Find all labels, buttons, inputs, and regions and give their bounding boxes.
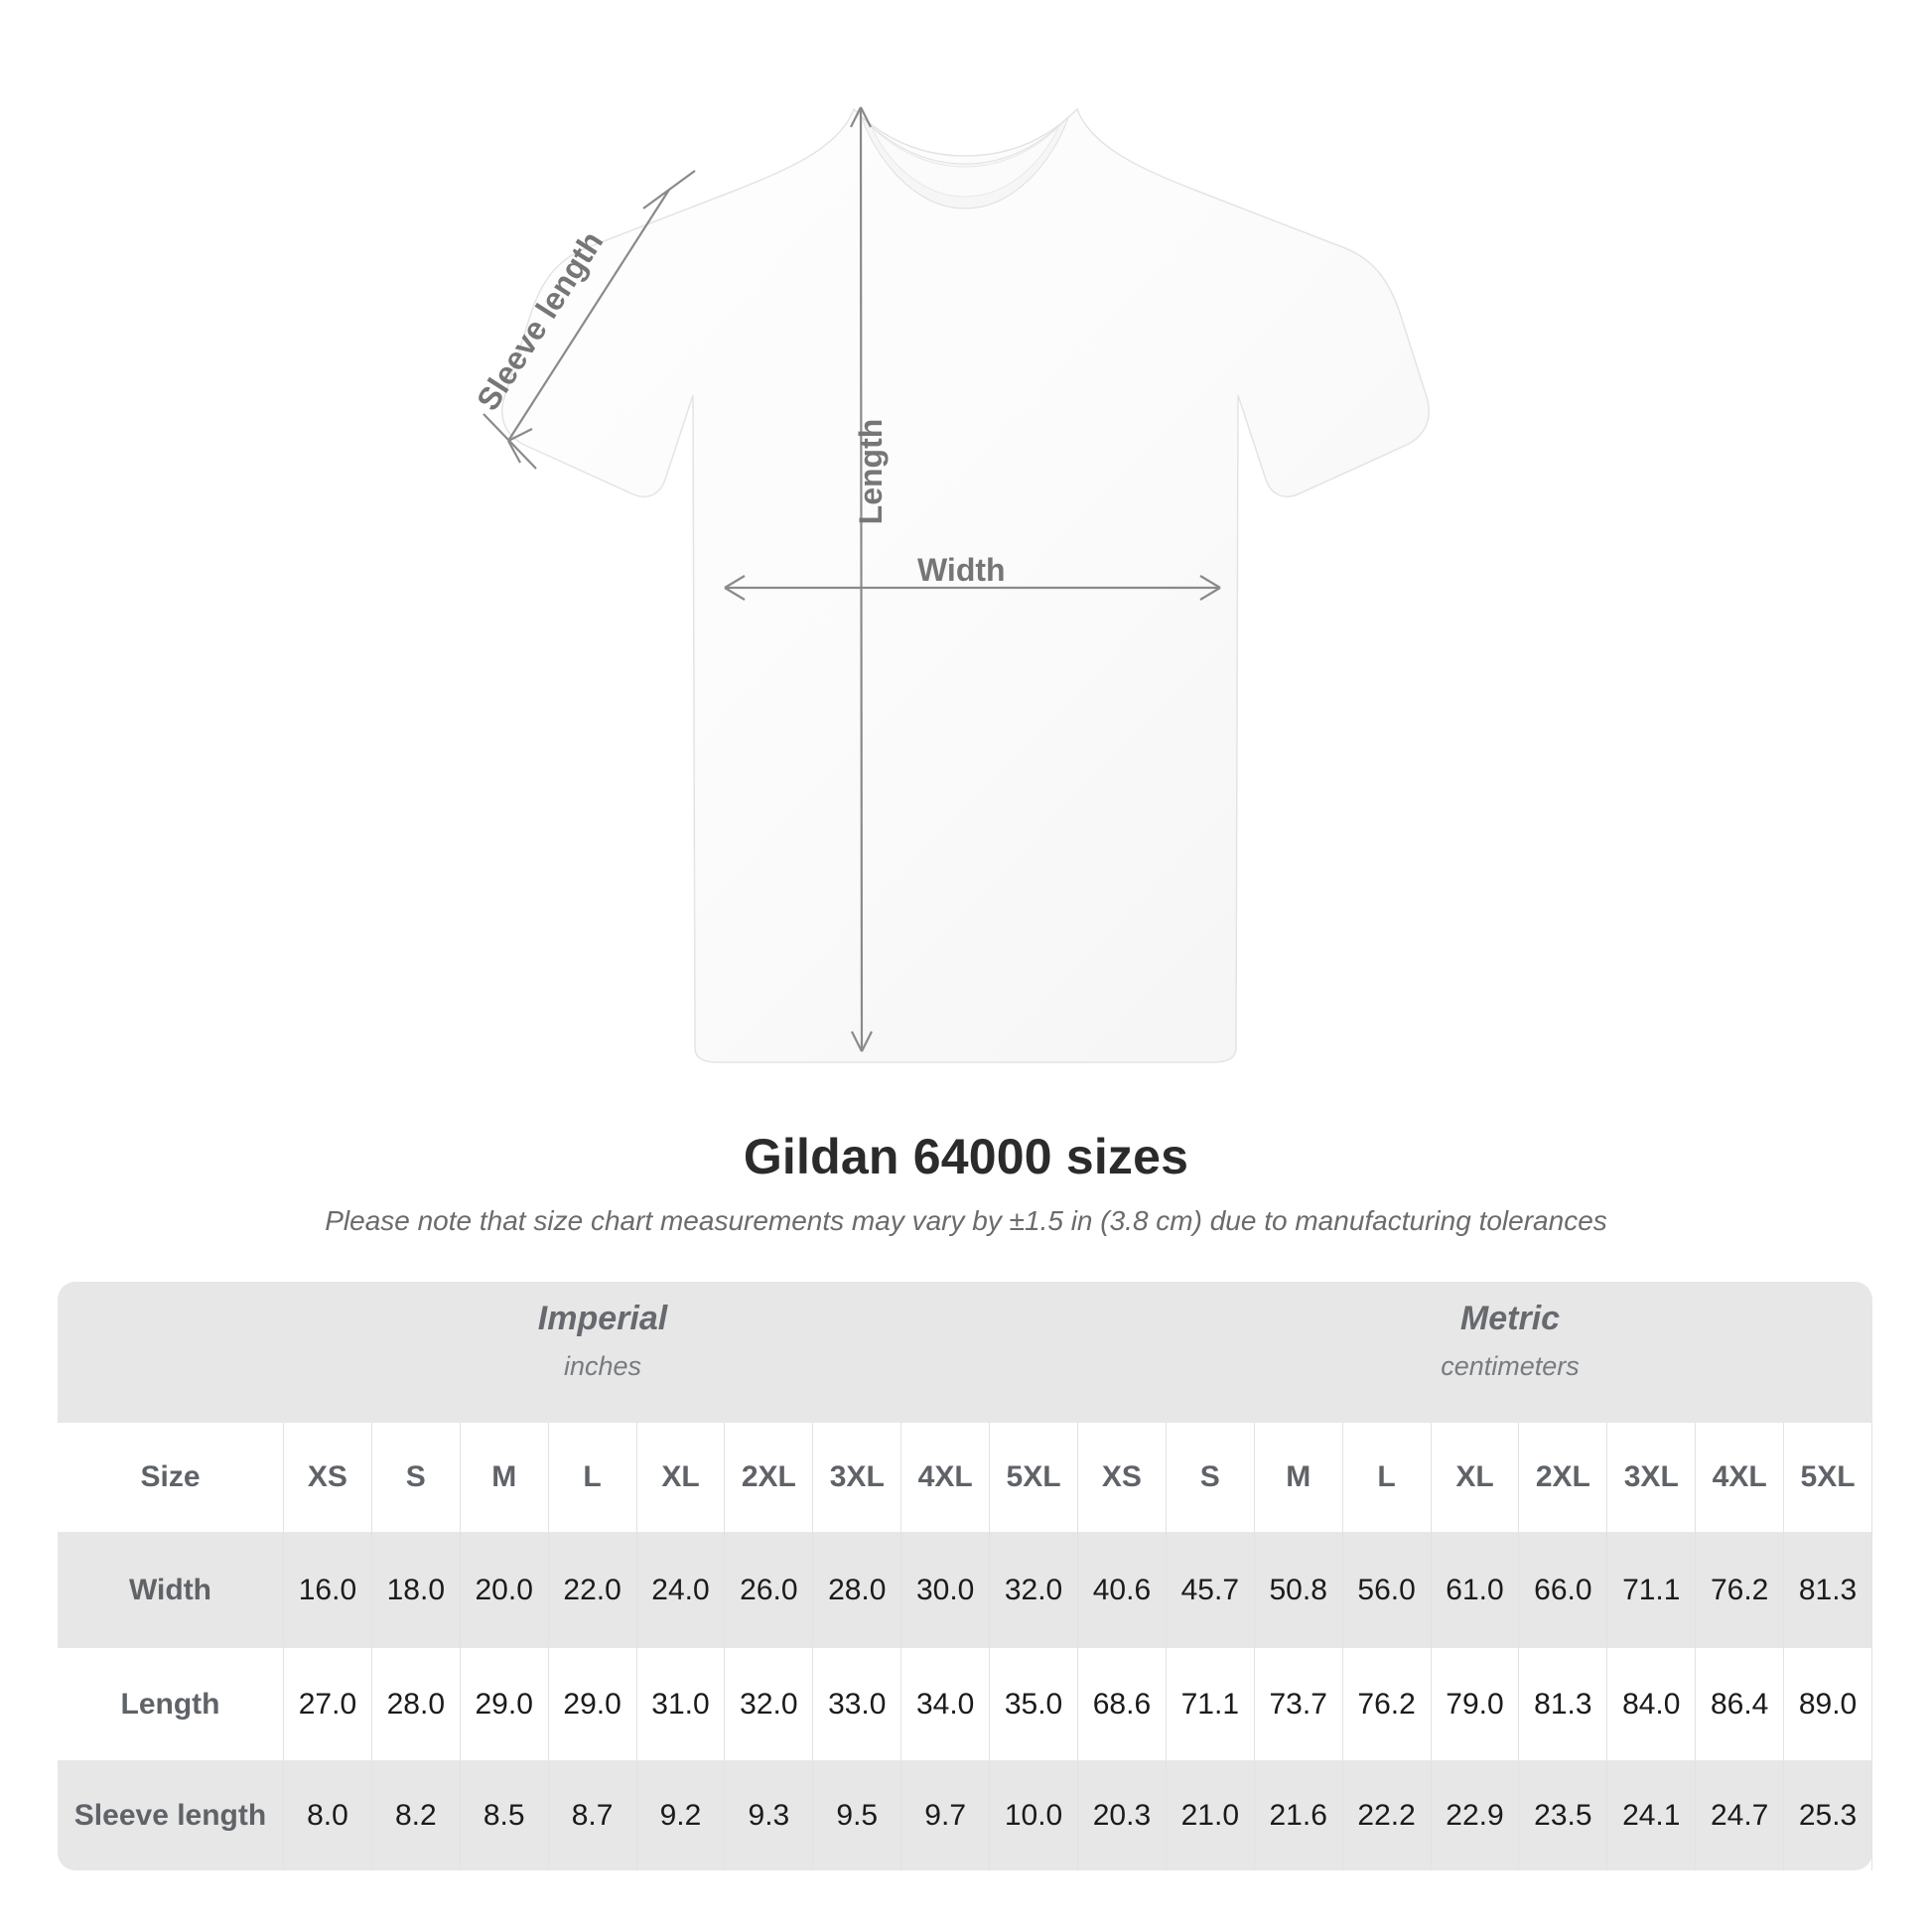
svg-text:Width: Width	[917, 552, 1006, 588]
svg-text:Length: Length	[853, 419, 889, 525]
